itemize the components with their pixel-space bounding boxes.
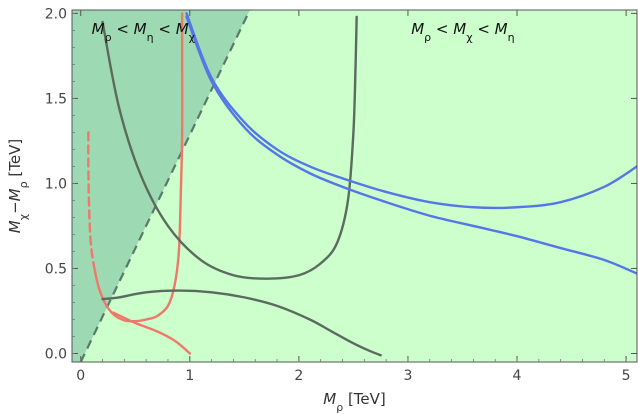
series-gray-4 [101, 289, 382, 357]
series-blue-6 [185, 15, 637, 275]
series-blue-5 [185, 12, 637, 210]
y-axis-label: Mχ−Mρ [TeV] [6, 139, 30, 233]
series-red-0 [87, 131, 96, 267]
boundary-line [79, 10, 251, 362]
x-tick-label: 5 [622, 368, 631, 384]
series-red-1 [92, 12, 184, 323]
x-tick-label: 4 [513, 368, 522, 384]
y-tick-label: 0.5 [45, 261, 67, 277]
axis-labels: Mρ [TeV] Mχ−Mρ [TeV] [6, 139, 386, 414]
x-tick-label: 1 [185, 368, 194, 384]
y-tick-label: 2.0 [45, 6, 67, 22]
region-annotation-1: Mρ < Mχ < Mη [411, 20, 514, 44]
region-annotation-0: Mρ < Mη < Mχ [92, 20, 196, 44]
x-tick-label: 3 [403, 368, 412, 384]
series-gray-3 [101, 15, 358, 280]
x-axis-label: Mρ [TeV] [323, 390, 386, 414]
y-tick-label: 1.0 [45, 176, 67, 192]
x-tick-label: 0 [76, 368, 85, 384]
axis-ticks: 0 1 2 3 4 5 0.0 0.5 1.0 1.5 2.0 [45, 6, 637, 384]
series-red-2 [112, 311, 191, 355]
y-tick-label: 0.0 [45, 346, 67, 362]
annotations: Mρ < Mη < Mχ Mρ < Mχ < Mη [92, 20, 515, 44]
plot-area [72, 10, 637, 362]
y-tick-label: 1.5 [45, 91, 67, 107]
x-tick-label: 2 [294, 368, 303, 384]
plot-frame [71, 9, 638, 363]
